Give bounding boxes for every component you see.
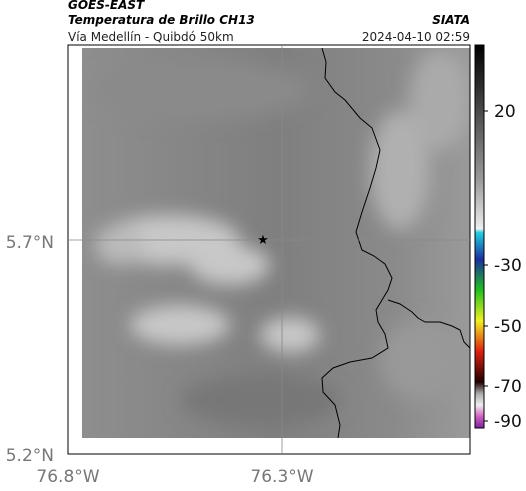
datetime: 2024-04-10 02:59: [362, 30, 470, 44]
colorbar-label: 20: [494, 102, 516, 122]
source: SIATA: [432, 13, 470, 27]
satellite: GOES-EAST: [68, 0, 145, 12]
colorbar: [474, 44, 485, 429]
subtitle: Vía Medellín - Quibdó 50km: [68, 30, 234, 44]
location-star: ★: [257, 233, 269, 248]
lat-label: 5.7°N: [6, 233, 54, 253]
map-frame: [67, 44, 471, 455]
colorbar-ticks: 20 -30 -50 -70 -90: [484, 102, 522, 432]
y-axis-labels: 5.7°N 5.2°N: [6, 233, 54, 466]
satellite-image: [82, 48, 470, 438]
lon-label: 76.8°W: [36, 467, 99, 487]
lat-label: 5.2°N: [6, 446, 54, 466]
title: Temperatura de Brillo CH13: [68, 13, 255, 27]
colorbar-label: -70: [494, 377, 522, 397]
colorbar-label: -50: [494, 317, 522, 337]
lon-label: 76.3°W: [250, 467, 313, 487]
x-axis-labels: 76.8°W 76.3°W: [36, 467, 313, 487]
colorbar-label: -30: [494, 256, 522, 276]
colorbar-label: -90: [494, 412, 522, 432]
